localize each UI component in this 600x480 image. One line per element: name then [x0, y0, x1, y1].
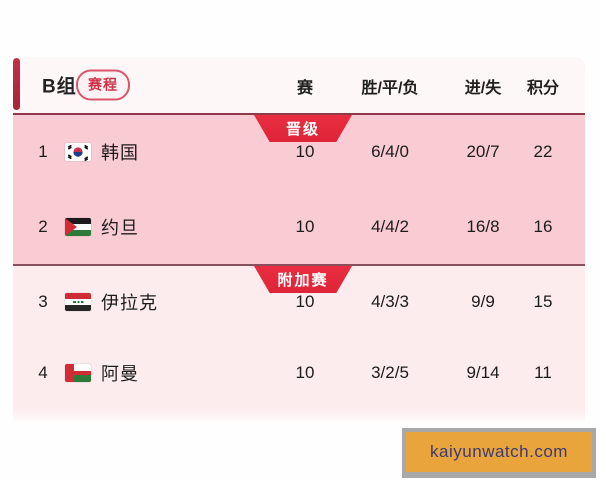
qualified-section: 晋级 1 韩国 [13, 113, 585, 264]
rank: 4 [38, 363, 48, 383]
stat-goals: 16/8 [466, 216, 500, 236]
stat-wdl: 3/2/5 [371, 363, 409, 383]
column-header-wdl: 胜/平/负 [361, 80, 419, 98]
standings-card: B组 赛程 赛 胜/平/负 进/失 积分 晋级 1 [13, 57, 585, 425]
stat-played: 10 [295, 216, 315, 236]
table-row[interactable]: 2 约旦 10 4/4/2 16/8 16 [13, 190, 585, 265]
watermark[interactable]: kaiyunwatch.com [402, 428, 596, 478]
stat-points: 11 [534, 363, 552, 383]
rank: 1 [38, 142, 48, 162]
table-row[interactable]: 4 阿曼 10 3/2/5 9/14 11 [13, 338, 585, 410]
stat-points: 22 [533, 142, 553, 162]
team-name: 韩国 [101, 143, 139, 164]
table-row[interactable]: 3 伊拉克 10 4/3/3 9/9 [13, 266, 585, 338]
team-name: 伊拉克 [101, 292, 158, 313]
stat-goals: 9/14 [466, 363, 500, 383]
team-name: 约旦 [101, 217, 139, 238]
accent-bar [13, 58, 20, 110]
stat-wdl: 4/3/3 [371, 291, 409, 311]
oman-flag-icon [65, 364, 91, 383]
stat-goals: 9/9 [471, 291, 495, 311]
column-header-played: 赛 [296, 80, 313, 98]
playoff-tag: 附加赛 [254, 266, 352, 293]
rank: 2 [38, 216, 48, 236]
column-header-points: 积分 [526, 80, 559, 98]
card-header: B组 赛程 赛 胜/平/负 进/失 积分 [13, 57, 585, 113]
stat-goals: 20/7 [466, 142, 500, 162]
schedule-badge-button[interactable]: 赛程 [76, 69, 130, 101]
rank: 3 [38, 291, 48, 311]
iraq-flag-icon [65, 292, 91, 311]
table-row[interactable]: 1 韩国 10 6/4 [13, 115, 585, 190]
playoff-section: 附加赛 3 伊拉克 10 [13, 264, 585, 409]
watermark-label: kaiyunwatch.com [406, 432, 592, 472]
card-bottom-fade [13, 409, 585, 425]
stat-played: 10 [295, 363, 315, 383]
jordan-flag-icon [65, 217, 91, 236]
group-title: B组 [42, 76, 77, 98]
stat-points: 16 [533, 216, 553, 236]
south-korea-flag-icon [65, 143, 91, 162]
stat-played: 10 [295, 142, 315, 162]
promotion-tag: 晋级 [254, 115, 352, 142]
stat-played: 10 [295, 291, 315, 311]
team-name: 阿曼 [101, 364, 139, 385]
stat-points: 15 [533, 291, 553, 311]
column-header-goals: 进/失 [464, 80, 502, 98]
stat-wdl: 4/4/2 [371, 216, 409, 236]
stat-wdl: 6/4/0 [371, 142, 409, 162]
